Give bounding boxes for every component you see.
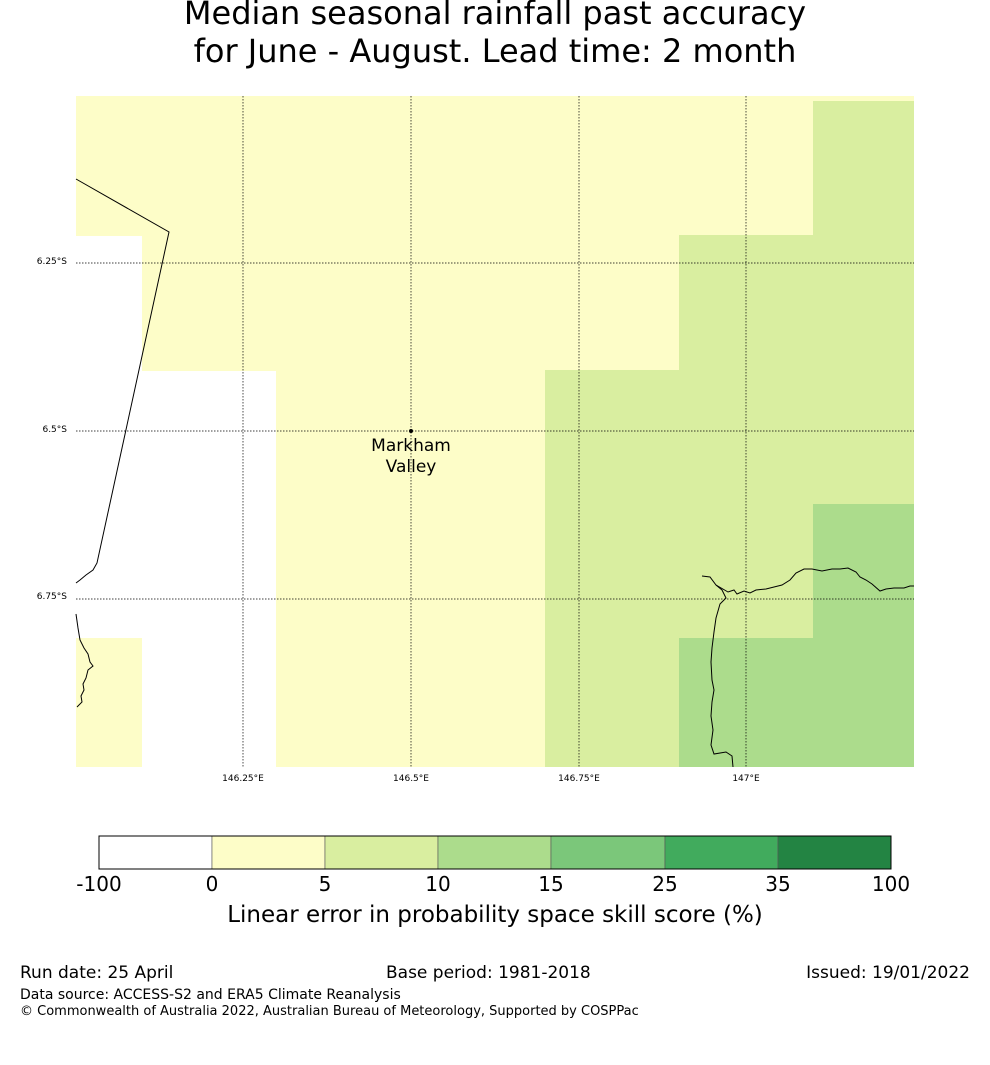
colorbar-tick: 5 (318, 872, 332, 896)
colorbar-tick: 35 (765, 872, 791, 896)
colorbar-segment (550, 835, 666, 870)
colorbar-outline (98, 835, 892, 870)
issued-date: Issued: 19/01/2022 (806, 963, 970, 983)
lat-label-6-5: 6.5°S (42, 425, 67, 435)
colorbar-label: Linear error in probability space skill … (227, 902, 763, 928)
colorbar-segment (324, 835, 439, 870)
grid-cell (813, 504, 914, 639)
coast-east (715, 567, 914, 595)
graticule (76, 96, 914, 767)
copyright: © Commonwealth of Australia 2022, Austra… (20, 1004, 639, 1019)
colorbar-tick: 0 (205, 872, 219, 896)
lon-label-146-75: 146.75°E (558, 774, 600, 784)
colorbar-segment (211, 835, 326, 870)
lat-label-6-75: 6.75°S (36, 592, 67, 602)
colorbar-tick: 100 (871, 872, 911, 896)
colorbar-tick: 10 (425, 872, 451, 896)
base-period: Base period: 1981-2018 (386, 963, 591, 983)
colorbar-tick: 25 (652, 872, 678, 896)
colorbar-segment (664, 835, 779, 870)
title-line-2: for June - August. Lead time: 2 month (193, 32, 797, 70)
grid-cell (813, 101, 914, 236)
colorbar-segment (437, 835, 552, 870)
lat-label-6-25: 6.25°S (36, 257, 67, 267)
grid-cell (545, 504, 814, 639)
lon-label-146-25: 146.25°E (222, 774, 264, 784)
colorbar-segment (98, 835, 213, 870)
coast-river (701, 575, 734, 768)
colorbar-segment (777, 835, 892, 870)
lon-label-147: 147°E (732, 774, 760, 784)
grid-cell (76, 638, 142, 767)
grid-cell (76, 96, 813, 236)
coast-west (75, 613, 94, 708)
grid-cell (545, 370, 914, 505)
grid-cell (679, 638, 914, 767)
coastline (75, 178, 914, 768)
colorbar-tick: -100 (76, 872, 122, 896)
lon-label-146-5: 146.5°E (393, 774, 429, 784)
place-marker (409, 429, 413, 433)
chart-title: Median seasonal rainfall past accuracy f… (0, 0, 990, 70)
run-date: Run date: 25 April (20, 963, 174, 983)
title-line-1: Median seasonal rainfall past accuracy (183, 0, 807, 32)
data-source: Data source: ACCESS-S2 and ERA5 Climate … (20, 987, 401, 1003)
place-label: Markham Valley (341, 436, 481, 478)
colorbar (98, 835, 892, 870)
place-label-line-1: Markham (371, 436, 451, 456)
grid-cell (813, 96, 914, 102)
place-label-line-2: Valley (385, 457, 437, 477)
border-line (75, 178, 170, 584)
colorbar-tick: 15 (538, 872, 564, 896)
grid-cell (545, 638, 680, 767)
grid-cell (679, 235, 914, 371)
